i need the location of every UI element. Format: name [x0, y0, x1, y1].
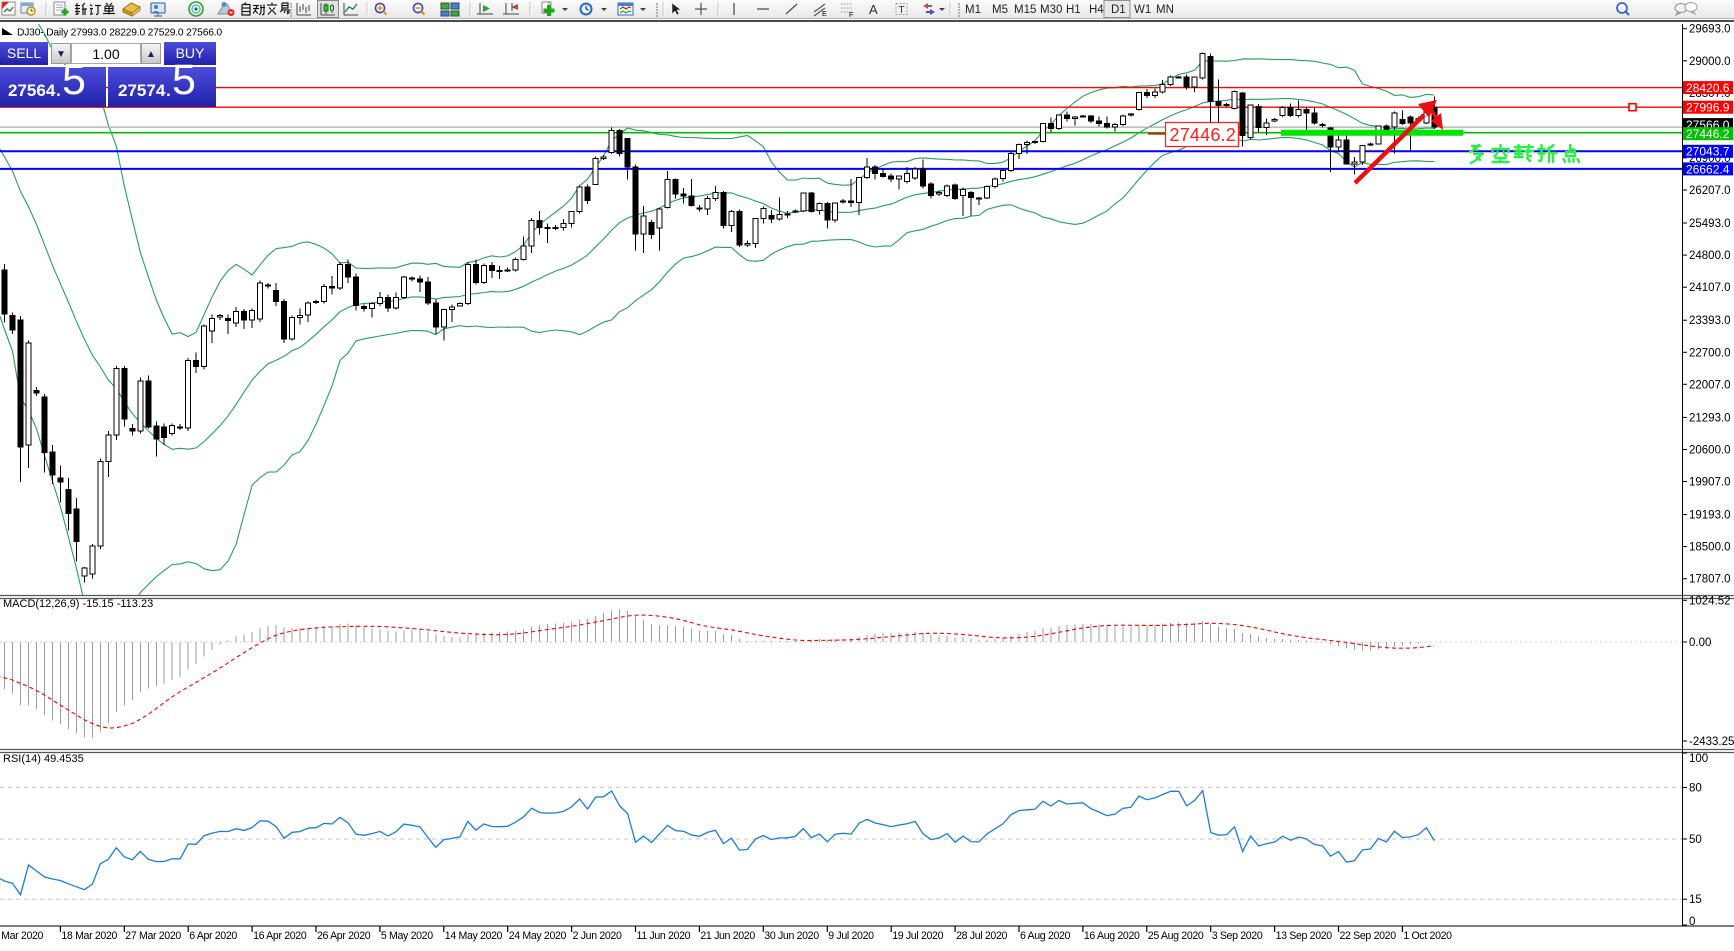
svg-text:24 May 2020: 24 May 2020 [509, 930, 567, 942]
svg-text:28420.6: 28420.6 [1686, 81, 1730, 95]
svg-text:5 May 2020: 5 May 2020 [381, 930, 433, 942]
svg-text:26207.0: 26207.0 [1689, 185, 1731, 197]
svg-text:50: 50 [1689, 834, 1702, 846]
svg-text:25493.0: 25493.0 [1689, 218, 1731, 230]
svg-text:19 Jul 2020: 19 Jul 2020 [892, 930, 943, 942]
svg-text:26662.4: 26662.4 [1686, 162, 1730, 176]
svg-text:27996.9: 27996.9 [1686, 101, 1730, 115]
svg-text:11 Jun 2020: 11 Jun 2020 [637, 930, 691, 942]
svg-text:6 Aug 2020: 6 Aug 2020 [1020, 930, 1071, 942]
svg-text:H1: H1 [1066, 4, 1081, 16]
svg-text:MACD(12,26,9) -15.15 -113.23: MACD(12,26,9) -15.15 -113.23 [3, 598, 153, 610]
svg-text:20600.0: 20600.0 [1689, 445, 1731, 457]
svg-text:MN: MN [1156, 4, 1174, 16]
svg-text:M5: M5 [992, 4, 1008, 16]
svg-text:24800.0: 24800.0 [1689, 250, 1731, 262]
svg-text:15: 15 [1689, 894, 1702, 906]
svg-text:M1: M1 [965, 4, 981, 16]
svg-text:16 Aug 2020: 16 Aug 2020 [1084, 930, 1140, 942]
svg-text:27 Mar 2020: 27 Mar 2020 [125, 930, 181, 942]
svg-text:29693.0: 29693.0 [1689, 24, 1731, 36]
svg-text:22 Sep 2020: 22 Sep 2020 [1340, 930, 1397, 942]
svg-text:19907.0: 19907.0 [1689, 477, 1731, 489]
svg-text:3 Sep 2020: 3 Sep 2020 [1212, 930, 1263, 942]
svg-text:D1: D1 [1111, 4, 1126, 16]
svg-text:100: 100 [1689, 753, 1708, 765]
svg-text:-2433.25: -2433.25 [1689, 736, 1734, 748]
svg-text:W1: W1 [1134, 4, 1151, 16]
svg-text:27446.2: 27446.2 [1686, 127, 1730, 141]
svg-text:18 Mar 2020: 18 Mar 2020 [61, 930, 117, 942]
svg-text:DJ30-,Daily 27993.0 28229.0 2: DJ30-,Daily 27993.0 28229.0 27529.0 2756… [17, 28, 222, 39]
svg-text:27446.2: 27446.2 [1170, 125, 1236, 145]
svg-text:M30: M30 [1040, 4, 1062, 16]
svg-text:2 Jun 2020: 2 Jun 2020 [573, 930, 622, 942]
svg-text:E: E [822, 11, 827, 18]
svg-text:1 Oct 2020: 1 Oct 2020 [1403, 930, 1452, 942]
svg-text:H4: H4 [1089, 4, 1104, 16]
svg-text:22700.0: 22700.0 [1689, 347, 1731, 359]
svg-text:80: 80 [1689, 782, 1702, 794]
svg-text:14 May 2020: 14 May 2020 [445, 930, 503, 942]
svg-text:17807.0: 17807.0 [1689, 574, 1731, 586]
svg-text:18500.0: 18500.0 [1689, 542, 1731, 554]
svg-text:RSI(14) 49.4535: RSI(14) 49.4535 [3, 753, 84, 765]
svg-text:22007.0: 22007.0 [1689, 379, 1731, 391]
svg-text:23393.0: 23393.0 [1689, 315, 1731, 327]
svg-text:26 Apr 2020: 26 Apr 2020 [317, 930, 371, 942]
svg-text:28 Jul 2020: 28 Jul 2020 [956, 930, 1007, 942]
svg-text:21 Jun 2020: 21 Jun 2020 [700, 930, 755, 942]
svg-text:1024.52: 1024.52 [1689, 595, 1731, 607]
svg-text:M15: M15 [1014, 4, 1036, 16]
svg-text:25 Aug 2020: 25 Aug 2020 [1148, 930, 1204, 942]
svg-text:19193.0: 19193.0 [1689, 510, 1731, 522]
svg-text:27043.7: 27043.7 [1686, 145, 1730, 159]
svg-text:9 Jul 2020: 9 Jul 2020 [828, 930, 874, 942]
svg-text:24107.0: 24107.0 [1689, 282, 1731, 294]
svg-text:F: F [849, 12, 853, 19]
svg-text:21293.0: 21293.0 [1689, 412, 1731, 424]
svg-text:0.00: 0.00 [1689, 637, 1711, 649]
svg-text:29000.0: 29000.0 [1689, 56, 1731, 68]
svg-text:13 Sep 2020: 13 Sep 2020 [1276, 930, 1333, 942]
svg-text:16 Apr 2020: 16 Apr 2020 [253, 930, 307, 942]
svg-text:0: 0 [1689, 916, 1695, 928]
svg-text:30 Jun 2020: 30 Jun 2020 [764, 930, 819, 942]
svg-text:6 Apr 2020: 6 Apr 2020 [189, 930, 237, 942]
svg-text:A: A [869, 2, 878, 17]
svg-text:T: T [899, 5, 905, 16]
svg-text:9 Mar 2020: 9 Mar 2020 [0, 930, 44, 942]
